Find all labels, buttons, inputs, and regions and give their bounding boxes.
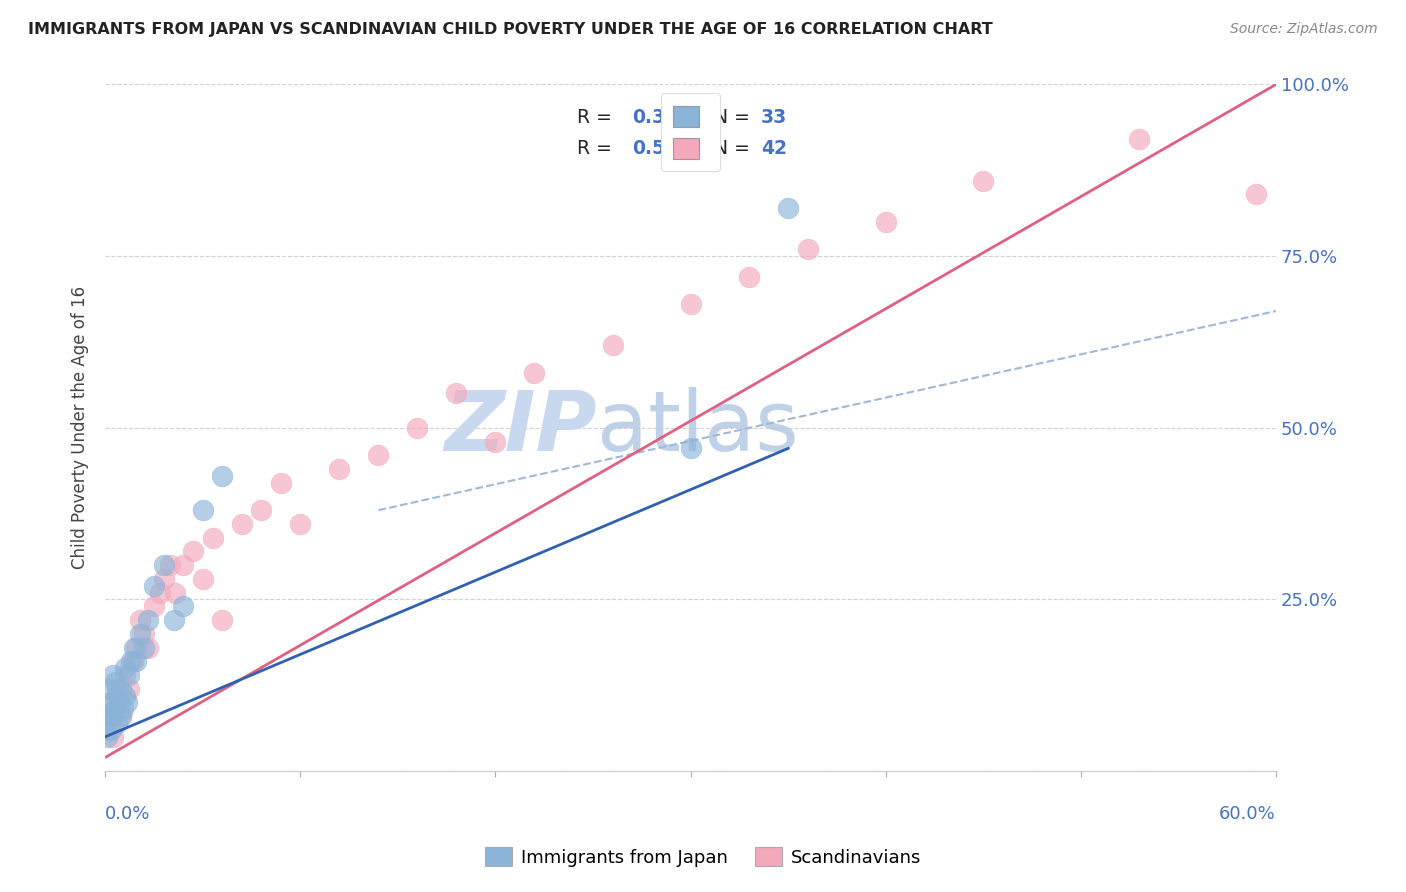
Point <box>96 730 118 744</box>
Point <box>115 696 138 710</box>
Point <box>201 531 224 545</box>
Point <box>165 585 187 599</box>
Point <box>105 681 128 696</box>
Point <box>152 572 174 586</box>
Text: atlas: atlas <box>598 387 799 468</box>
Point <box>367 448 389 462</box>
Point <box>191 503 214 517</box>
Point <box>98 681 121 696</box>
Point <box>172 558 194 573</box>
Point <box>172 599 194 614</box>
Y-axis label: Child Poverty Under the Age of 16: Child Poverty Under the Age of 16 <box>72 286 89 569</box>
Point <box>290 516 312 531</box>
Point <box>104 702 127 716</box>
Point <box>1246 187 1268 202</box>
Text: R =: R = <box>576 109 617 128</box>
Point <box>121 654 143 668</box>
Point <box>136 613 159 627</box>
Point <box>124 640 146 655</box>
Legend: Immigrants from Japan, Scandinavians: Immigrants from Japan, Scandinavians <box>478 840 928 874</box>
Point <box>110 709 132 723</box>
Legend: , : , <box>661 94 720 171</box>
Point <box>679 442 702 456</box>
Point <box>101 709 124 723</box>
Point <box>162 613 184 627</box>
Point <box>211 613 233 627</box>
Point <box>100 696 122 710</box>
Point <box>972 173 994 187</box>
Point <box>105 689 128 703</box>
Point <box>129 613 152 627</box>
Point <box>117 668 139 682</box>
Point <box>105 716 128 731</box>
Point <box>679 297 702 311</box>
Point <box>129 627 152 641</box>
Point <box>104 702 127 716</box>
Text: ZIP: ZIP <box>444 387 598 468</box>
Point <box>134 627 156 641</box>
Point <box>117 681 139 696</box>
Point <box>250 503 273 517</box>
Text: IMMIGRANTS FROM JAPAN VS SCANDINAVIAN CHILD POVERTY UNDER THE AGE OF 16 CORRELAT: IMMIGRANTS FROM JAPAN VS SCANDINAVIAN CH… <box>28 22 993 37</box>
Text: 60.0%: 60.0% <box>1219 805 1277 823</box>
Point <box>125 654 148 668</box>
Point <box>98 709 121 723</box>
Text: 0.0%: 0.0% <box>105 805 150 823</box>
Point <box>114 689 136 703</box>
Text: 0.319: 0.319 <box>633 109 692 128</box>
Point <box>602 338 624 352</box>
Text: N =: N = <box>702 109 756 128</box>
Point <box>406 421 429 435</box>
Point <box>143 599 166 614</box>
Point <box>125 640 148 655</box>
Point <box>101 730 124 744</box>
Point <box>270 475 292 490</box>
Point <box>523 366 546 380</box>
Point <box>328 462 350 476</box>
Point <box>110 681 132 696</box>
Point <box>446 386 468 401</box>
Point <box>778 201 800 215</box>
Point <box>104 674 127 689</box>
Point <box>100 723 122 737</box>
Point <box>134 640 156 655</box>
Point <box>110 709 132 723</box>
Point <box>108 696 131 710</box>
Point <box>96 723 118 737</box>
Point <box>149 585 172 599</box>
Text: 33: 33 <box>761 109 787 128</box>
Point <box>211 468 233 483</box>
Point <box>98 709 121 723</box>
Point <box>120 654 142 668</box>
Point <box>136 640 159 655</box>
Point <box>1128 132 1150 146</box>
Point <box>114 668 136 682</box>
Text: 0.573: 0.573 <box>633 139 692 159</box>
Point <box>101 668 124 682</box>
Point <box>100 696 122 710</box>
Point <box>484 434 506 449</box>
Point <box>159 558 181 573</box>
Point <box>191 572 214 586</box>
Text: R =: R = <box>576 139 617 159</box>
Point <box>181 544 204 558</box>
Point <box>111 702 134 716</box>
Text: 42: 42 <box>761 139 787 159</box>
Point <box>143 579 166 593</box>
Text: N =: N = <box>702 139 756 159</box>
Point <box>152 558 174 573</box>
Point <box>114 661 136 675</box>
Point <box>738 269 761 284</box>
Point <box>875 215 897 229</box>
Text: Source: ZipAtlas.com: Source: ZipAtlas.com <box>1230 22 1378 37</box>
Point <box>796 242 818 256</box>
Point <box>231 516 253 531</box>
